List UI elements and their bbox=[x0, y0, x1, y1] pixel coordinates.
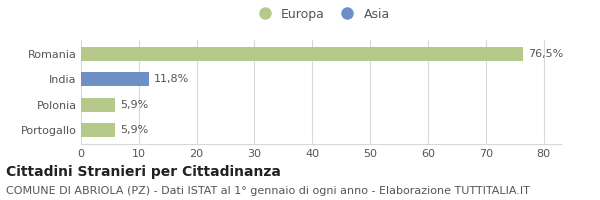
Text: Cittadini Stranieri per Cittadinanza: Cittadini Stranieri per Cittadinanza bbox=[6, 165, 281, 179]
Text: 5,9%: 5,9% bbox=[120, 100, 148, 110]
Text: COMUNE DI ABRIOLA (PZ) - Dati ISTAT al 1° gennaio di ogni anno - Elaborazione TU: COMUNE DI ABRIOLA (PZ) - Dati ISTAT al 1… bbox=[6, 186, 530, 196]
Bar bbox=[81, 98, 115, 112]
Legend: Europa, Asia: Europa, Asia bbox=[247, 3, 395, 26]
Bar bbox=[81, 123, 115, 137]
Text: 11,8%: 11,8% bbox=[154, 74, 189, 84]
Text: 5,9%: 5,9% bbox=[120, 125, 148, 135]
Bar bbox=[81, 47, 523, 61]
Bar bbox=[81, 72, 149, 86]
Text: 76,5%: 76,5% bbox=[528, 49, 563, 59]
